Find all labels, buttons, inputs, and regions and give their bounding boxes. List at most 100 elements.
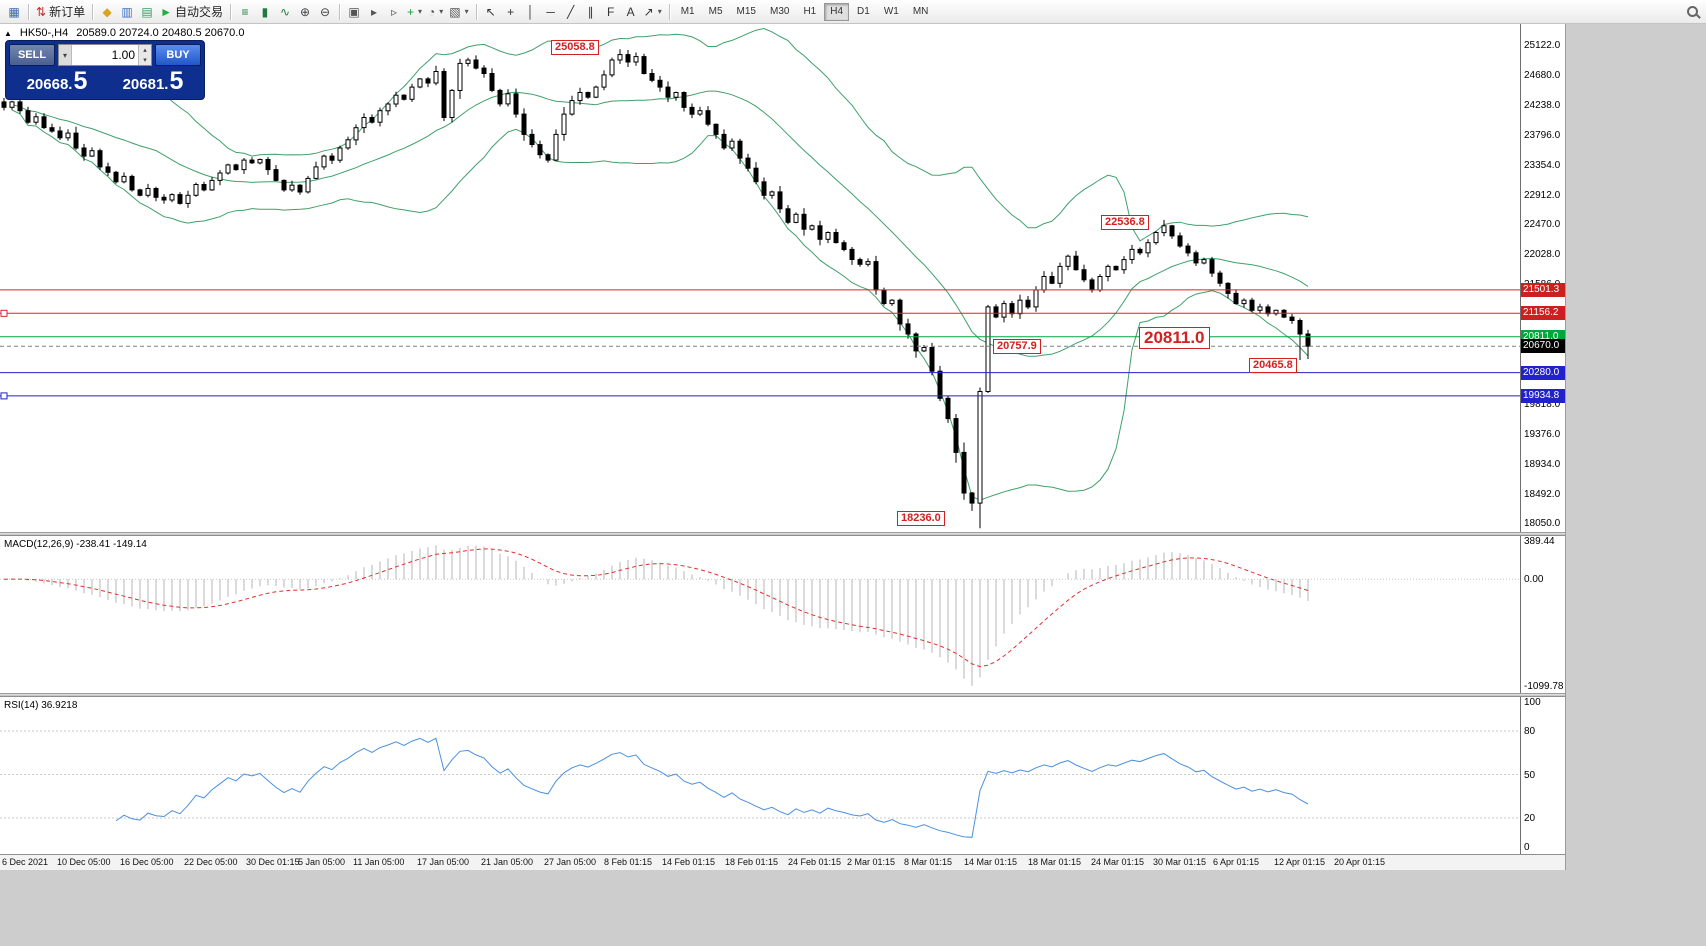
price-annotation[interactable]: 25058.8 — [551, 40, 599, 55]
templates-icon[interactable]: ▧ ▾ — [446, 2, 471, 22]
volume-control[interactable]: ▾ 1.00 ▴ ▾ — [58, 44, 152, 66]
macd-pane[interactable]: 389.44 0.00 -1099.78 MACD(12,26,9) -238.41… — [0, 536, 1565, 693]
timeframe-d1-button[interactable]: D1 — [857, 6, 870, 17]
crosshair-icon[interactable]: + — [501, 2, 521, 22]
metaeditor-icon[interactable]: ◆ — [97, 2, 117, 22]
horizontal-line-icon[interactable]: ─ — [541, 2, 561, 22]
hline-price-label: 20280.0 — [1521, 365, 1565, 380]
cursor-icon[interactable]: ↖ — [481, 2, 501, 22]
time-label: 8 Mar 01:15 — [904, 857, 953, 867]
timeframe-m1-button[interactable]: M1 — [680, 6, 695, 17]
buy-button[interactable]: BUY — [155, 44, 201, 66]
autotrading-button[interactable]: ► 自动交易 — [157, 2, 226, 22]
candlestick-chart-icon[interactable]: ▮ — [255, 2, 275, 22]
price-axis[interactable]: 25122.0 24680.0 24238.0 23796.0 23354.0 22912… — [1520, 24, 1565, 532]
rsi-pane[interactable]: 100 80 50 20 0 RSI(14) 36.9218 — [0, 697, 1565, 854]
collapse-triangle-icon[interactable]: ▲ — [4, 28, 12, 38]
buy-price-main: 20681. — [122, 75, 169, 93]
chart-shift-icon[interactable]: ▹ — [384, 2, 404, 22]
candlestick-chart-icon-glyph: ▮ — [261, 4, 269, 19]
timeframe-h4-button[interactable]: H4 — [824, 2, 850, 21]
volume-dropdown-icon[interactable]: ▾ — [59, 45, 72, 65]
search-icon[interactable] — [1682, 2, 1702, 22]
text-icon[interactable]: A — [621, 2, 641, 22]
time-label: 6 Dec 2021 — [2, 857, 49, 867]
timeframe-m15-button[interactable]: M15 — [736, 6, 756, 17]
sell-price-big-digit: 5 — [73, 66, 88, 95]
fibonacci-icon[interactable]: F — [601, 2, 621, 22]
toolbar-separator — [28, 3, 29, 20]
vertical-line-icon[interactable]: │ — [521, 2, 541, 22]
spinner-down-icon[interactable]: ▾ — [139, 55, 151, 65]
price-annotation[interactable]: 18236.0 — [897, 511, 945, 526]
cursor-icon-glyph: ↖ — [485, 4, 496, 19]
periods-icon[interactable]: ◔ ▾ — [425, 2, 446, 22]
sell-button[interactable]: SELL — [9, 44, 55, 66]
timeframe-m5-button[interactable]: M5 — [708, 6, 723, 17]
symbol-period-label: HK50-,H4 — [19, 27, 69, 39]
indicators-icon[interactable]: + ▾ — [404, 2, 425, 22]
periods-icon-glyph: ◔ — [428, 4, 436, 19]
rsi-axis-value: 20 — [1524, 813, 1536, 824]
buy-price-big-digit: 5 — [169, 66, 184, 95]
hline-price-label: 21501.3 — [1521, 282, 1565, 297]
price-annotation[interactable]: 20465.8 — [1249, 358, 1297, 373]
new-order-button[interactable]: ⇅ 新订单 — [33, 2, 88, 22]
price-annotation[interactable]: 20811.0 — [1139, 327, 1210, 349]
price-tick: 22470.0 — [1524, 219, 1561, 231]
bar-chart-icon[interactable]: ≡ — [235, 2, 255, 22]
channel-icon[interactable]: ∥ — [581, 2, 601, 22]
macd-axis: 389.44 0.00 -1099.78 — [1520, 536, 1565, 693]
text-icon-glyph: A — [626, 4, 635, 19]
trendline-icon[interactable]: ╱ — [561, 2, 581, 22]
time-label: 30 Dec 01:15 — [246, 857, 300, 867]
time-label: 6 Apr 01:15 — [1213, 857, 1260, 867]
arrows-icon[interactable]: ↗ ▾ — [641, 2, 665, 22]
toolbar-separator — [92, 3, 94, 20]
hline-price-label: 19934.8 — [1521, 388, 1565, 403]
timeframe-w1-button[interactable]: W1 — [883, 6, 899, 17]
chart-shift-icon-glyph: ▹ — [390, 4, 397, 19]
spinner-up-icon[interactable]: ▴ — [139, 45, 151, 55]
main-chart-svg[interactable] — [0, 24, 1520, 532]
market-watch-icon[interactable]: ▥ — [117, 2, 137, 22]
timeframe-m30-button[interactable]: M30 — [769, 6, 790, 17]
new-order-label: 新订单 — [49, 5, 86, 19]
price-annotation[interactable]: 20757.9 — [993, 339, 1041, 354]
rsi-axis-value: 80 — [1524, 726, 1536, 737]
time-label: 2 Mar 01:15 — [847, 857, 896, 867]
timeframe-mn-button[interactable]: MN — [912, 6, 929, 17]
zoom-out-icon-glyph: ⊖ — [319, 4, 331, 19]
pane-separator[interactable] — [0, 693, 1565, 697]
chart-window-icon-glyph: ▦ — [8, 4, 20, 19]
price-tick: 23354.0 — [1524, 159, 1561, 171]
price-annotation[interactable]: 22536.8 — [1101, 215, 1149, 230]
dropdown-arrow-icon: ▾ — [418, 7, 423, 16]
pane-separator[interactable] — [0, 532, 1565, 536]
templates-icon-glyph: ▧ — [449, 4, 461, 19]
zoom-in-icon-glyph: ⊕ — [299, 4, 311, 19]
sell-price[interactable]: 20668. 5 — [9, 66, 105, 95]
toolbar-separator — [475, 3, 477, 20]
buy-price[interactable]: 20681. 5 — [105, 66, 201, 95]
ohlc-values: 20589.0 20724.0 20480.5 20670.0 — [76, 27, 245, 39]
zoom-out-icon[interactable]: ⊖ — [315, 2, 335, 22]
time-label: 20 Apr 01:15 — [1334, 857, 1386, 867]
time-axis[interactable]: 6 Dec 2021 10 Dec 05:00 16 Dec 05:00 22 Dec… — [0, 854, 1565, 870]
macd-label: MACD(12,26,9) -238.41 -149.14 — [4, 539, 147, 550]
auto-scroll-icon[interactable]: ▸ — [364, 2, 384, 22]
line-chart-icon[interactable]: ∿ — [275, 2, 295, 22]
volume-value[interactable]: 1.00 — [111, 48, 135, 62]
one-click-trading-panel: SELL ▾ 1.00 ▴ ▾ BUY 20668. 5 20681. 5 — [5, 40, 205, 100]
terminal-icon[interactable]: ▤ — [137, 2, 157, 22]
tile-windows-icon[interactable]: ▣ — [344, 2, 364, 22]
time-label: 24 Mar 01:15 — [1091, 857, 1145, 867]
timeframe-h1-button[interactable]: H1 — [803, 6, 817, 17]
volume-spinner[interactable]: ▴ ▾ — [138, 45, 151, 65]
line-chart-icon-glyph: ∿ — [279, 4, 291, 19]
time-label: 21 Jan 05:00 — [481, 857, 534, 867]
zoom-in-icon[interactable]: ⊕ — [295, 2, 315, 22]
chart-window-icon[interactable]: ▦ — [4, 2, 24, 22]
bar-chart-icon-glyph: ≡ — [241, 4, 249, 19]
main-chart-pane[interactable]: 25122.0 24680.0 24238.0 23796.0 23354.0 22912… — [0, 24, 1565, 532]
